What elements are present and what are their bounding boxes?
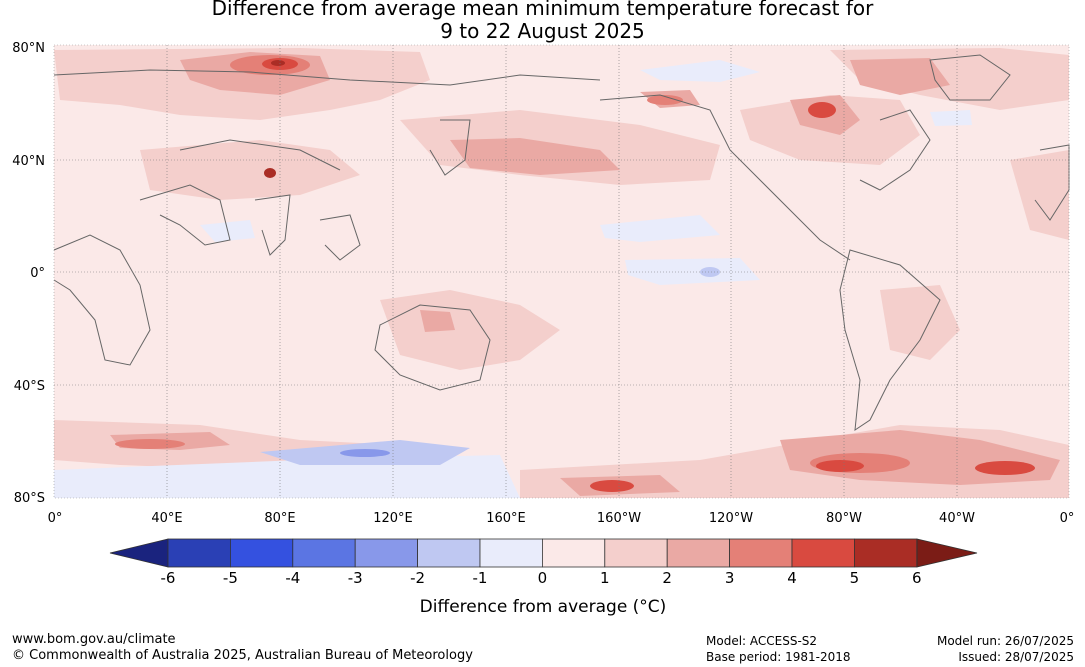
colorbar-box: [666, 538, 731, 568]
footer-model-run: Model run: 26/07/2025: [936, 634, 1074, 648]
footer-base-period: Base period: 1981-2018: [706, 650, 851, 664]
footer-issued: Issued: 28/07/2025: [958, 650, 1074, 664]
colorbar-tick-label: -3: [348, 569, 363, 587]
colorbar-title: Difference from average (°C): [420, 597, 667, 617]
colorbar: -6 -5 -4 -3 -2 -1 0 1 2 3 4 5 6: [109, 538, 978, 587]
colorbar-tick-label: 2: [662, 569, 672, 587]
colorbar-tick-label: -5: [223, 569, 238, 587]
lat-label-80n: 80°N: [12, 41, 45, 56]
lon-label-0-right: 0°: [1060, 511, 1075, 526]
colorbar-tick-label: -6: [161, 569, 176, 587]
colorbar-box: [354, 538, 419, 568]
colorbar-box: [854, 538, 918, 568]
lon-label-40e: 40°E: [151, 511, 182, 526]
colorbar-box: [604, 538, 668, 568]
footer-website[interactable]: www.bom.gov.au/climate: [12, 632, 176, 647]
map-title-line-1: Difference from average mean minimum tem…: [211, 0, 874, 20]
colorbar-box: [292, 538, 356, 568]
colorbar-box: [791, 538, 855, 568]
colorbar-tick-label: 1: [600, 569, 610, 587]
lon-label-80e: 80°E: [264, 511, 295, 526]
colorbar-tick-label: -1: [473, 569, 488, 587]
colorbar-tick-label: -2: [410, 569, 425, 587]
map-frame: [53, 44, 1070, 499]
colorbar-box: [479, 538, 543, 568]
lon-label-80w: 80°W: [826, 511, 862, 526]
colorbar-box: [417, 538, 481, 568]
colorbar-box: [229, 538, 294, 568]
anomaly-hotspots: [115, 55, 1035, 492]
colorbar-tick-label: 4: [787, 569, 797, 587]
lon-label-160w: 160°W: [597, 511, 641, 526]
colorbar-tick-label: -4: [285, 569, 300, 587]
colorbar-tick-label: 5: [850, 569, 860, 587]
lon-label-0-left: 0°: [48, 511, 63, 526]
lon-label-120w: 120°W: [709, 511, 753, 526]
colorbar-box: [167, 538, 231, 568]
graticule: [54, 45, 1069, 498]
anomaly-cold-regions: [54, 60, 972, 498]
lat-label-40s: 40°S: [14, 379, 45, 394]
footer-copyright: © Commonwealth of Australia 2025, Austra…: [12, 648, 473, 663]
lon-label-120e: 120°E: [373, 511, 413, 526]
colorbar-box: [542, 538, 606, 568]
lon-label-40w: 40°W: [939, 511, 975, 526]
colorbar-tick-label: 3: [725, 569, 735, 587]
colorbar-arrow-cold: [109, 538, 169, 568]
footer-model: Model: ACCESS-S2: [706, 634, 818, 648]
map-title-line-2: 9 to 22 August 2025: [440, 19, 645, 43]
lat-label-40n: 40°N: [12, 154, 45, 169]
lon-label-160e: 160°E: [486, 511, 526, 526]
colorbar-box: [729, 538, 793, 568]
lat-label-0: 0°: [30, 266, 45, 281]
colorbar-tick-label: 0: [538, 569, 548, 587]
lat-label-80s: 80°S: [14, 491, 45, 506]
colorbar-tick-label: 6: [912, 569, 922, 587]
colorbar-arrow-hot: [916, 538, 978, 568]
